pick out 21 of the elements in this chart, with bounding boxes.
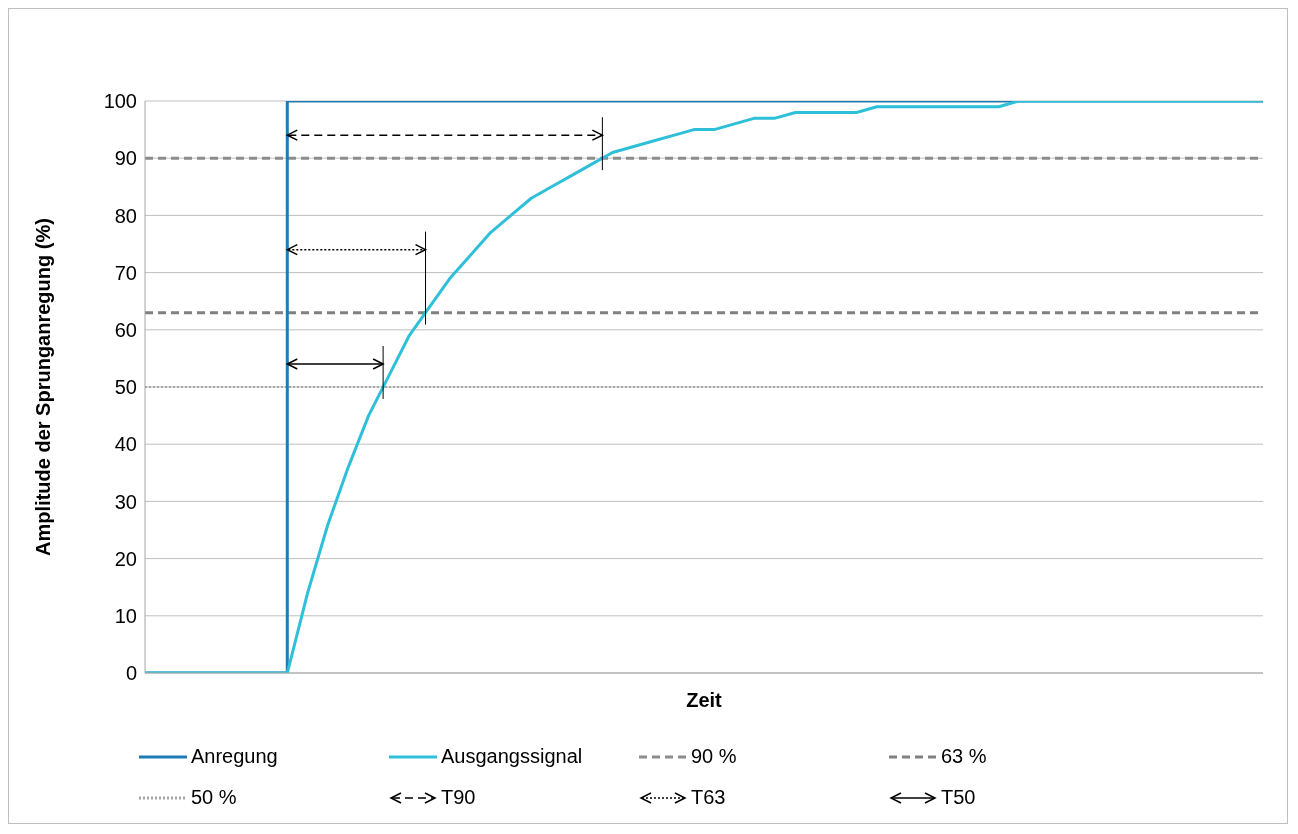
text: T90 <box>441 786 476 809</box>
y-tick-label: 60 <box>114 318 137 341</box>
y-axis-title: Amplitude der Sprunganregung (%) <box>32 218 55 556</box>
y-tick-label: 20 <box>114 547 137 570</box>
text: T50 <box>941 786 976 809</box>
y-tick-label: 10 <box>114 604 137 627</box>
y-tick-label: 100 <box>103 90 137 113</box>
y-tick-label: 50 <box>114 376 137 399</box>
legend-label: Ausgangssignal <box>441 745 583 768</box>
y-tick-label: 30 <box>114 490 137 513</box>
y-tick-label: 70 <box>114 261 137 284</box>
x-axis-title: Zeit <box>686 689 723 711</box>
y-tick-label: 40 <box>114 433 137 456</box>
legend-label: 63 % <box>941 745 987 768</box>
legend-label: 50 % <box>191 786 237 809</box>
y-tick-label: 90 <box>114 147 137 170</box>
legend-label: Anregung <box>191 745 278 768</box>
y-tick-label: 0 <box>125 662 137 685</box>
text: T63 <box>691 786 726 809</box>
y-tick-label: 80 <box>114 204 137 227</box>
legend-label: 90 % <box>691 745 737 768</box>
